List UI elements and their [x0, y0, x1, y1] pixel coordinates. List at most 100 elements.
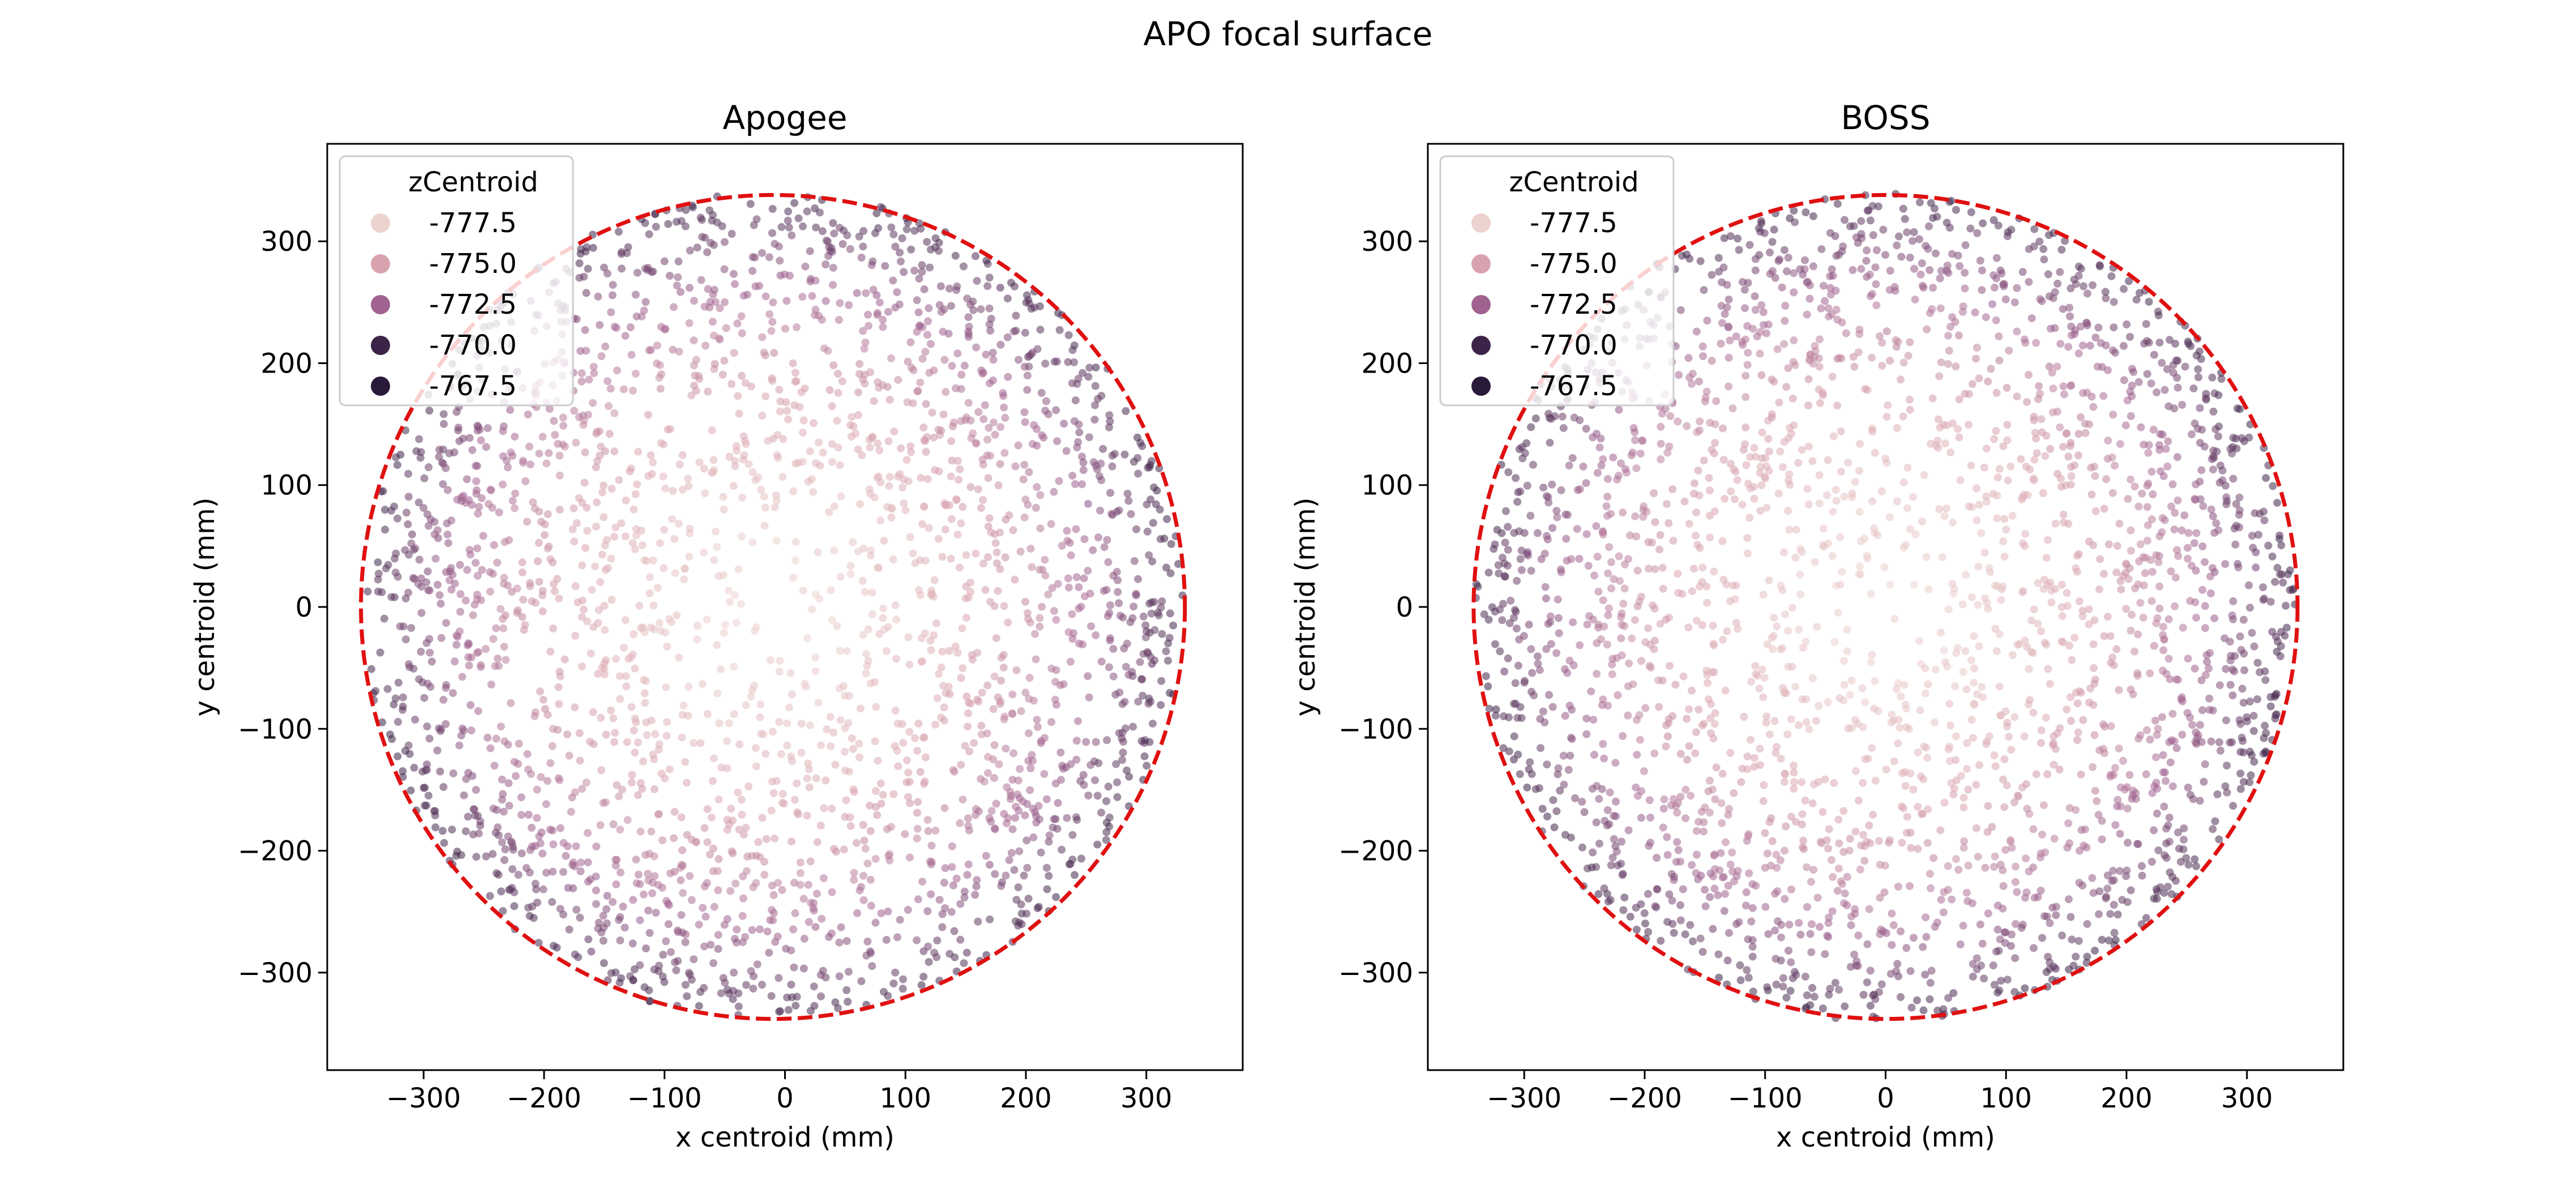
scatter-point [1604, 569, 1612, 578]
scatter-point [2030, 225, 2039, 233]
scatter-point [474, 829, 483, 838]
scatter-point [674, 957, 682, 965]
scatter-point [677, 911, 686, 919]
scatter-point [1084, 567, 1092, 575]
scatter-point [1582, 530, 1591, 538]
scatter-point [498, 480, 507, 489]
scatter-point [2072, 806, 2080, 814]
scatter-point [1967, 461, 1975, 470]
scatter-point [1928, 394, 1937, 403]
scatter-point [990, 418, 998, 427]
scatter-point [2009, 651, 2017, 659]
scatter-point [876, 203, 885, 211]
scatter-point [1025, 729, 1033, 738]
scatter-point [1690, 489, 1698, 498]
scatter-point [1034, 903, 1043, 911]
scatter-point [1056, 681, 1064, 690]
scatter-point [1026, 545, 1035, 553]
scatter-point [473, 571, 482, 580]
scatter-point [714, 886, 722, 895]
scatter-point [2035, 382, 2043, 390]
scatter-point [787, 981, 795, 989]
scatter-point [1790, 207, 1798, 215]
scatter-point [1709, 925, 1717, 933]
scatter-point [478, 566, 486, 574]
scatter-point [1897, 927, 1905, 935]
scatter-point [1129, 602, 1138, 611]
scatter-point [1690, 564, 1698, 573]
scatter-point [1932, 665, 1940, 674]
scatter-point [1007, 792, 1015, 800]
scatter-point [1975, 642, 1983, 651]
scatter-point [819, 448, 827, 457]
scatter-point [2120, 342, 2128, 350]
scatter-point [1076, 777, 1085, 785]
scatter-point [2173, 453, 2181, 461]
scatter-point [1946, 757, 1954, 765]
scatter-point [1087, 622, 1096, 631]
scatter-point [881, 262, 889, 270]
scatter-point [575, 729, 584, 737]
scatter-point [393, 572, 402, 581]
scatter-point [483, 733, 492, 742]
scatter-point [584, 410, 592, 419]
scatter-point [2099, 392, 2108, 400]
scatter-point [1806, 930, 1815, 938]
scatter-point [1054, 799, 1062, 807]
scatter-point [907, 245, 915, 254]
scatter-point [1868, 353, 1876, 362]
scatter-point [2021, 636, 2029, 645]
scatter-point [473, 649, 481, 657]
scatter-point [1895, 232, 1903, 241]
scatter-point [1931, 204, 1939, 213]
scatter-point [1084, 792, 1093, 799]
scatter-point [2101, 288, 2109, 296]
scatter-point [448, 570, 457, 579]
scatter-point [1701, 902, 1710, 910]
scatter-point [989, 755, 998, 764]
scatter-point [2162, 444, 2170, 453]
scatter-point [1961, 284, 1969, 293]
scatter-point [2102, 341, 2110, 349]
scatter-point [681, 758, 690, 766]
scatter-point [598, 550, 606, 559]
scatter-point [2199, 502, 2207, 510]
scatter-point [1838, 880, 1846, 888]
legend-marker [371, 213, 390, 233]
scatter-point [1674, 589, 1683, 597]
scatter-point [2100, 632, 2108, 640]
scatter-point [2132, 795, 2140, 803]
scatter-point [673, 611, 681, 619]
scatter-point [2066, 382, 2075, 390]
scatter-point [1023, 386, 1032, 394]
scatter-point [1859, 779, 1867, 787]
scatter-point [1538, 805, 1547, 813]
scatter-point [729, 987, 738, 995]
scatter-point [768, 205, 777, 213]
scatter-point [1949, 989, 1958, 997]
scatter-point [1765, 576, 1773, 585]
scatter-point [437, 600, 445, 608]
scatter-point [2038, 934, 2047, 942]
scatter-point [2158, 358, 2166, 367]
scatter-point [2154, 311, 2163, 319]
scatter-point [1824, 933, 1833, 941]
scatter-point [838, 377, 846, 386]
scatter-point [1791, 682, 1799, 691]
scatter-point [2094, 811, 2103, 819]
scatter-point [747, 382, 755, 391]
scatter-point [716, 335, 724, 344]
scatter-point [767, 327, 776, 335]
scatter-point [2209, 408, 2218, 416]
scatter-point [611, 729, 619, 737]
scatter-point [415, 555, 423, 564]
scatter-point [1484, 615, 1493, 624]
scatter-point [1890, 757, 1898, 765]
scatter-point [932, 619, 940, 627]
scatter-point [1824, 698, 1832, 706]
scatter-point [935, 301, 944, 309]
scatter-point [1618, 837, 1625, 846]
scatter-point [2126, 886, 2135, 895]
scatter-point [1025, 674, 1034, 682]
scatter-point [1982, 498, 1991, 506]
